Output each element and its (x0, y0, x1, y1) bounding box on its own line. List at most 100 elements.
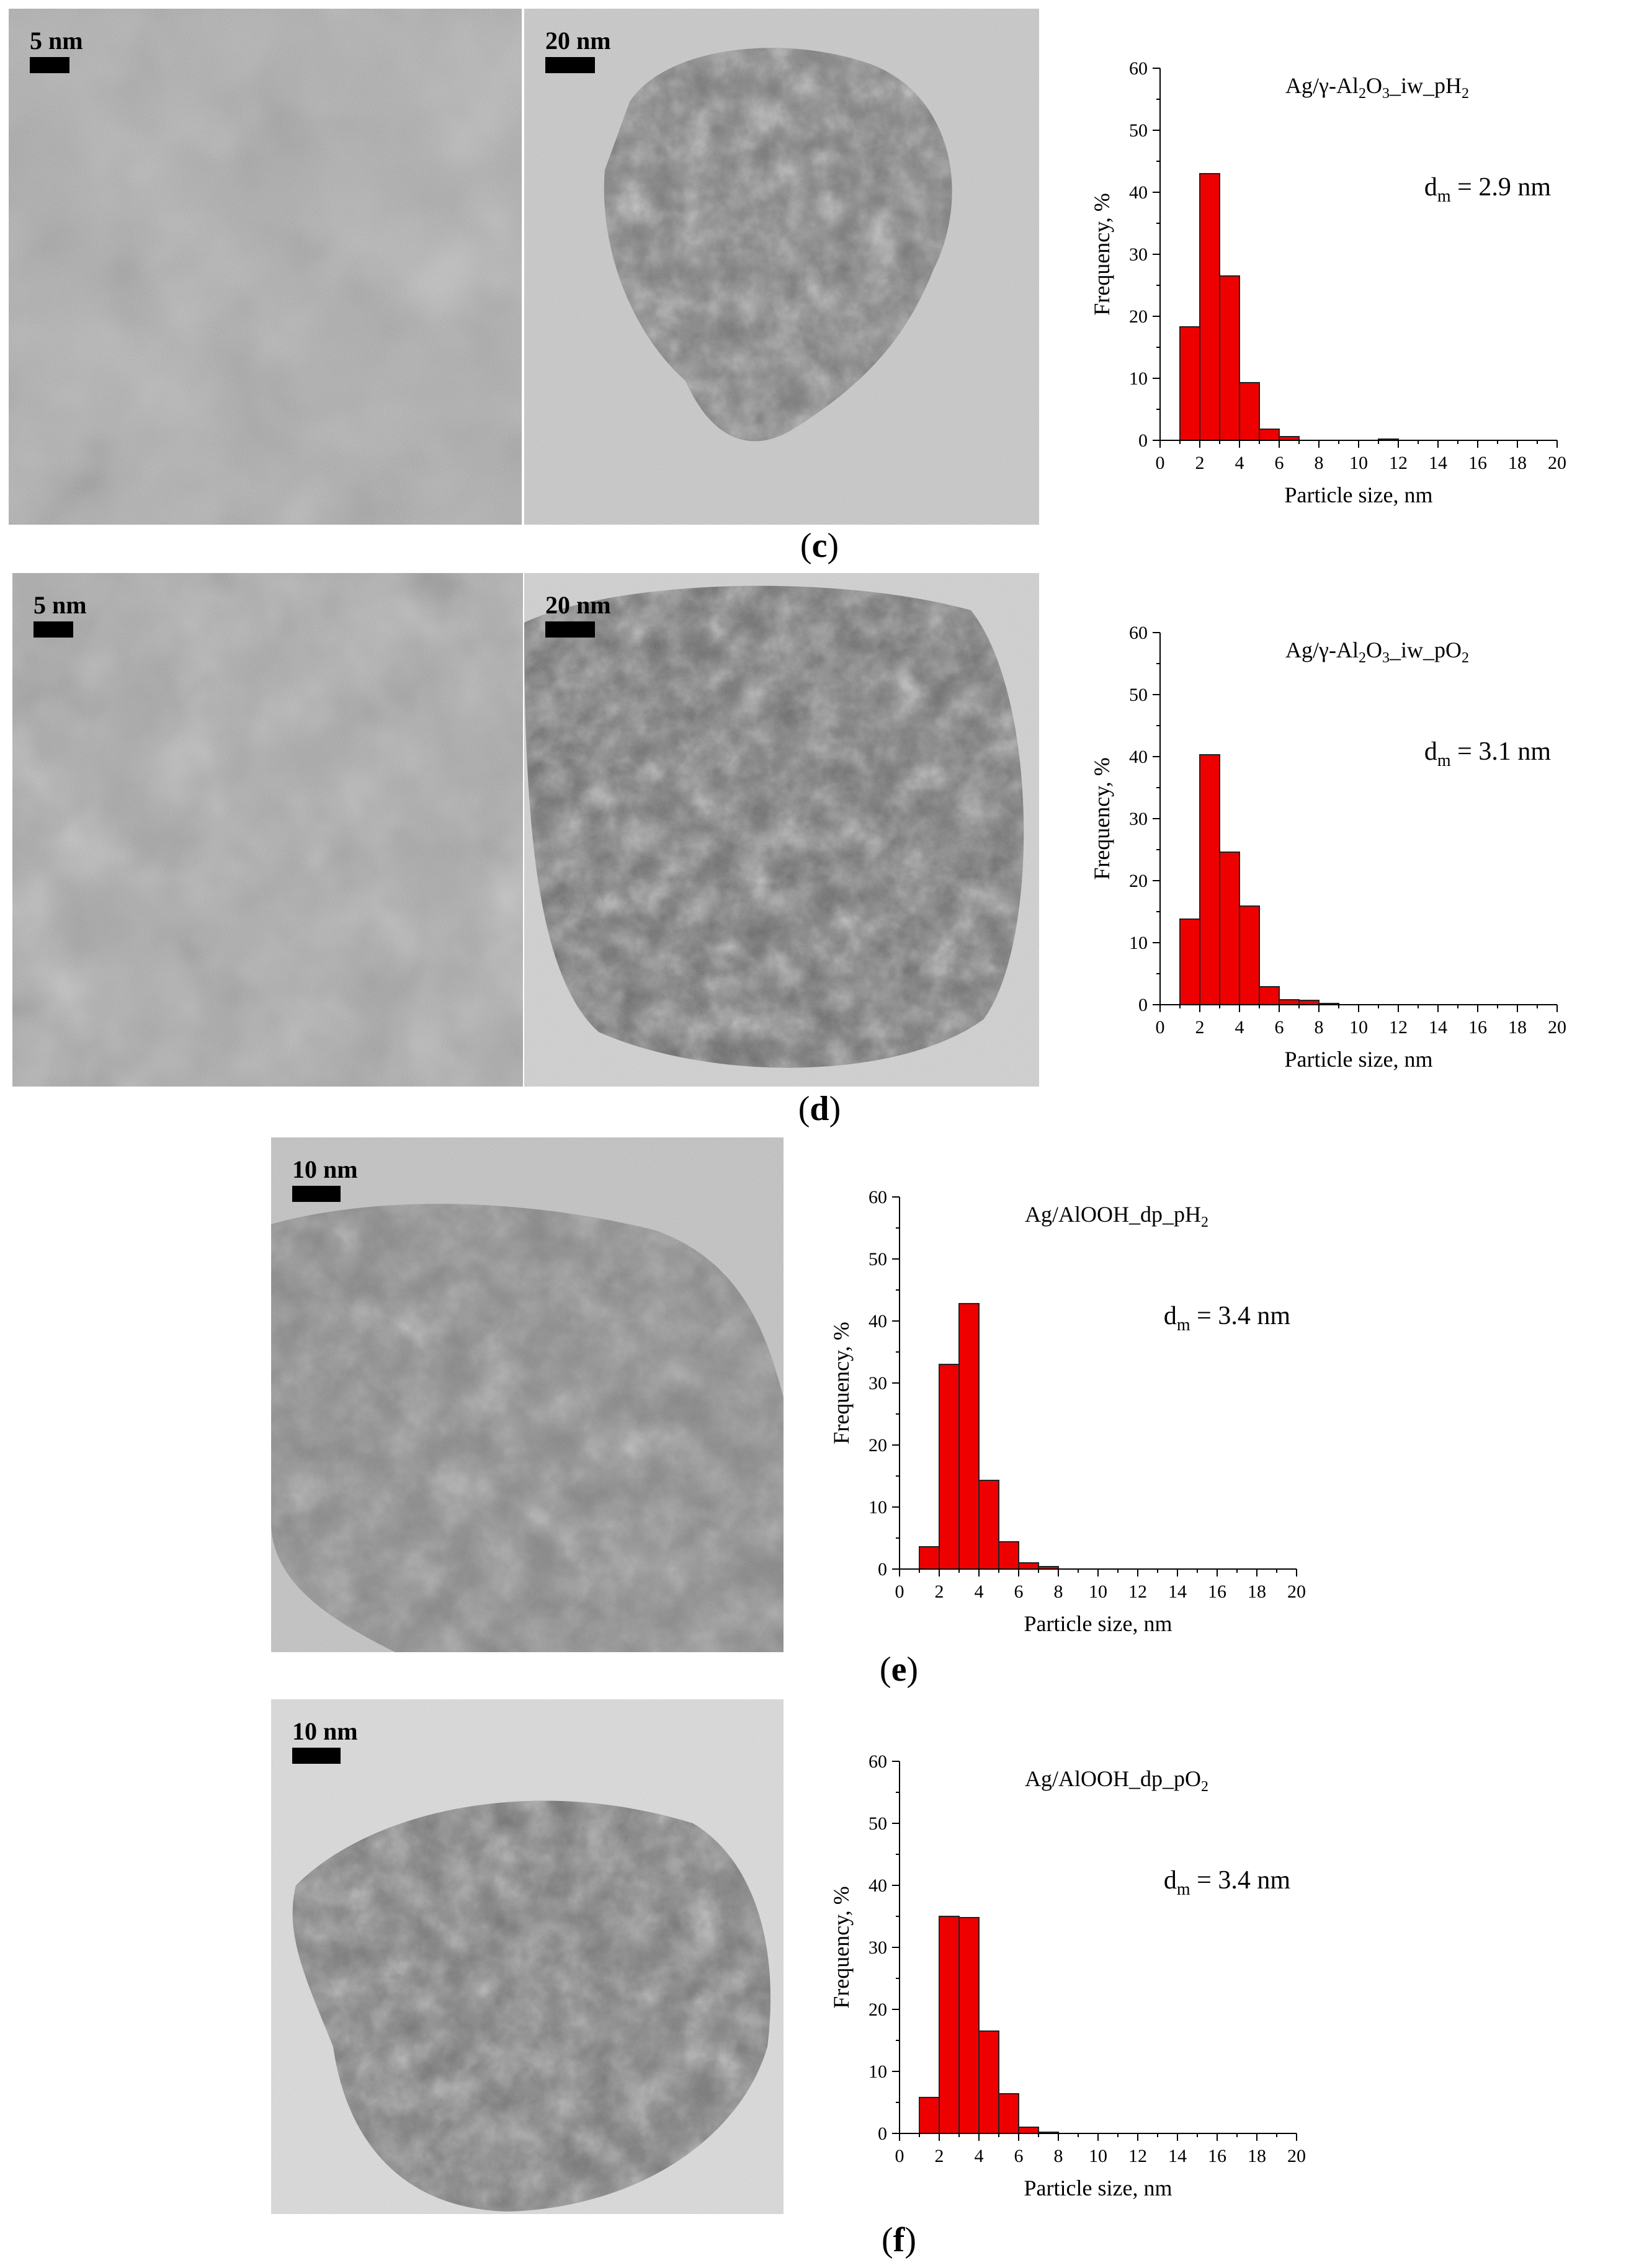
x-axis-label: Particle size, nm (1285, 483, 1433, 507)
histogram-bar (1259, 986, 1280, 1005)
histogram-svg: 0 2 4 6 8 10 12 14 16 18 20 0 10 20 30 40 50 60 Particle s… (829, 1751, 1306, 2200)
x-tick-label: 6 (1275, 453, 1284, 473)
scale-bar (545, 621, 595, 638)
y-tick-label: 20 (869, 1999, 887, 2020)
y-tick-label: 10 (1129, 368, 1148, 389)
x-tick-label: 8 (1315, 1017, 1324, 1038)
scale-bar (545, 57, 595, 73)
x-tick-label: 10 (1089, 2146, 1107, 2166)
histogram-bar (1298, 1000, 1320, 1005)
histogram-bar (1219, 275, 1240, 441)
sample-name: Ag/γ-Al2O3_iw_pH2 (1285, 73, 1469, 102)
histogram-bar (958, 1303, 980, 1570)
panel-f: 10 nm 0 2 4 6 8 10 12 14 16 18 20 0 10 20 30 40 50 60 Part… (0, 1699, 1639, 2268)
y-axis-label: Frequency, % (1089, 193, 1114, 316)
x-axis-label: Particle size, nm (1024, 1611, 1172, 1636)
x-axis-label: Particle size, nm (1285, 1047, 1433, 1072)
x-tick-label: 2 (935, 1581, 944, 1602)
x-tick-label: 14 (1168, 2146, 1187, 2166)
x-tick-label: 12 (1389, 453, 1408, 473)
y-tick-label: 60 (1129, 58, 1148, 79)
y-tick-label: 40 (869, 1311, 887, 1332)
y-axis-label: Frequency, % (829, 1322, 854, 1444)
scale-bar-label: 10 nm (292, 1717, 358, 1745)
y-tick-label: 10 (869, 1497, 887, 1518)
x-tick-label: 6 (1275, 1017, 1284, 1038)
y-tick-label: 50 (869, 1249, 887, 1270)
x-tick-label: 4 (1235, 453, 1244, 473)
histogram-bar (1239, 382, 1260, 441)
x-tick-label: 6 (1014, 1581, 1024, 1602)
x-tick-label: 16 (1468, 1017, 1487, 1038)
y-tick-label: 30 (1129, 809, 1148, 829)
scale-bar-label: 10 nm (292, 1155, 358, 1183)
x-tick-label: 14 (1429, 453, 1447, 473)
histogram-svg: 0 2 4 6 8 10 12 14 16 18 20 0 10 20 30 40 50 60 Particle s… (829, 1187, 1306, 1636)
histogram-bar (998, 2093, 1019, 2134)
histogram-svg: 0 2 4 6 8 10 12 14 16 18 20 0 10 20 30 40 50 60 Particle s… (1089, 58, 1566, 507)
x-tick-label: 6 (1014, 2146, 1024, 2166)
sample-name: Ag/γ-Al2O3_iw_pO2 (1285, 638, 1469, 666)
histogram-bar (958, 1917, 980, 2134)
x-tick-label: 10 (1089, 1581, 1107, 1602)
x-tick-label: 20 (1548, 1017, 1566, 1038)
x-tick-label: 0 (895, 1581, 904, 1602)
y-tick-label: 50 (869, 1813, 887, 1834)
scale-bar (33, 621, 73, 638)
mean-diameter-label: dm = 3.4 nm (1164, 1302, 1290, 1335)
histogram-d: 0 2 4 6 8 10 12 14 16 18 20 0 10 20 30 40 50 60 Particle s… (1079, 608, 1638, 1079)
y-tick-label: 20 (1129, 871, 1148, 891)
x-tick-label: 2 (1195, 1017, 1205, 1038)
x-tick-label: 0 (1156, 1017, 1165, 1038)
x-tick-label: 8 (1054, 1581, 1063, 1602)
histogram-bar (978, 2030, 999, 2134)
scale-bar (292, 1748, 341, 1764)
x-tick-label: 18 (1508, 453, 1527, 473)
mean-diameter-label: dm = 2.9 nm (1424, 173, 1551, 206)
y-tick-label: 30 (869, 1373, 887, 1394)
y-tick-label: 50 (1129, 120, 1148, 141)
histogram-svg: 0 2 4 6 8 10 12 14 16 18 20 0 10 20 30 40 50 60 Particle s… (1089, 623, 1566, 1072)
y-axis-label: Frequency, % (829, 1886, 854, 2009)
x-tick-label: 12 (1128, 2146, 1147, 2166)
histogram-bar (1018, 2127, 1039, 2134)
tem-micrograph-c-1: 5 nm (9, 9, 522, 525)
histogram-e: 0 2 4 6 8 10 12 14 16 18 20 0 10 20 30 40 50 60 Particle s… (819, 1172, 1377, 1643)
y-tick-label: 0 (878, 1559, 887, 1580)
histogram-c: 0 2 4 6 8 10 12 14 16 18 20 0 10 20 30 40 50 60 Particle s… (1079, 43, 1638, 515)
y-tick-label: 50 (1129, 685, 1148, 705)
x-tick-label: 20 (1287, 2146, 1306, 2166)
x-tick-label: 4 (1235, 1017, 1244, 1038)
panel-letter-d: (d) (798, 1090, 841, 1128)
y-tick-label: 0 (1138, 995, 1148, 1015)
y-axis-label: Frequency, % (1089, 757, 1114, 880)
x-tick-label: 14 (1168, 1581, 1187, 1602)
x-tick-label: 18 (1508, 1017, 1527, 1038)
y-tick-label: 10 (869, 2061, 887, 2082)
x-tick-label: 2 (935, 2146, 944, 2166)
histogram-bar (1279, 999, 1300, 1005)
mean-diameter-label: dm = 3.1 nm (1424, 737, 1551, 770)
x-tick-label: 16 (1468, 453, 1487, 473)
y-tick-label: 10 (1129, 933, 1148, 953)
histogram-bar (978, 1480, 999, 1570)
y-tick-label: 60 (1129, 623, 1148, 643)
y-tick-label: 40 (1129, 182, 1148, 203)
scale-bar-label: 20 nm (545, 27, 611, 55)
histogram-bar (1018, 1562, 1039, 1570)
y-tick-label: 0 (878, 2123, 887, 2144)
tem-micrograph-f: 10 nm (271, 1699, 784, 2214)
x-tick-label: 16 (1208, 1581, 1226, 1602)
y-tick-label: 30 (1129, 244, 1148, 265)
tem-texture (271, 1699, 784, 2214)
x-tick-label: 20 (1548, 453, 1566, 473)
y-tick-label: 60 (869, 1187, 887, 1207)
x-tick-label: 0 (895, 2146, 904, 2166)
histogram-bar (1199, 173, 1220, 441)
x-tick-label: 10 (1349, 1017, 1368, 1038)
panel-c: 5 nm 20 nm 0 2 4 6 8 10 12 14 16 18 20 0 10 20 30 40 50 6… (0, 0, 1639, 565)
sample-name: Ag/AlOOH_dp_pH2 (1025, 1202, 1208, 1230)
scale-bar-label: 5 nm (30, 27, 83, 55)
x-tick-label: 8 (1315, 453, 1324, 473)
tem-texture (9, 9, 522, 525)
